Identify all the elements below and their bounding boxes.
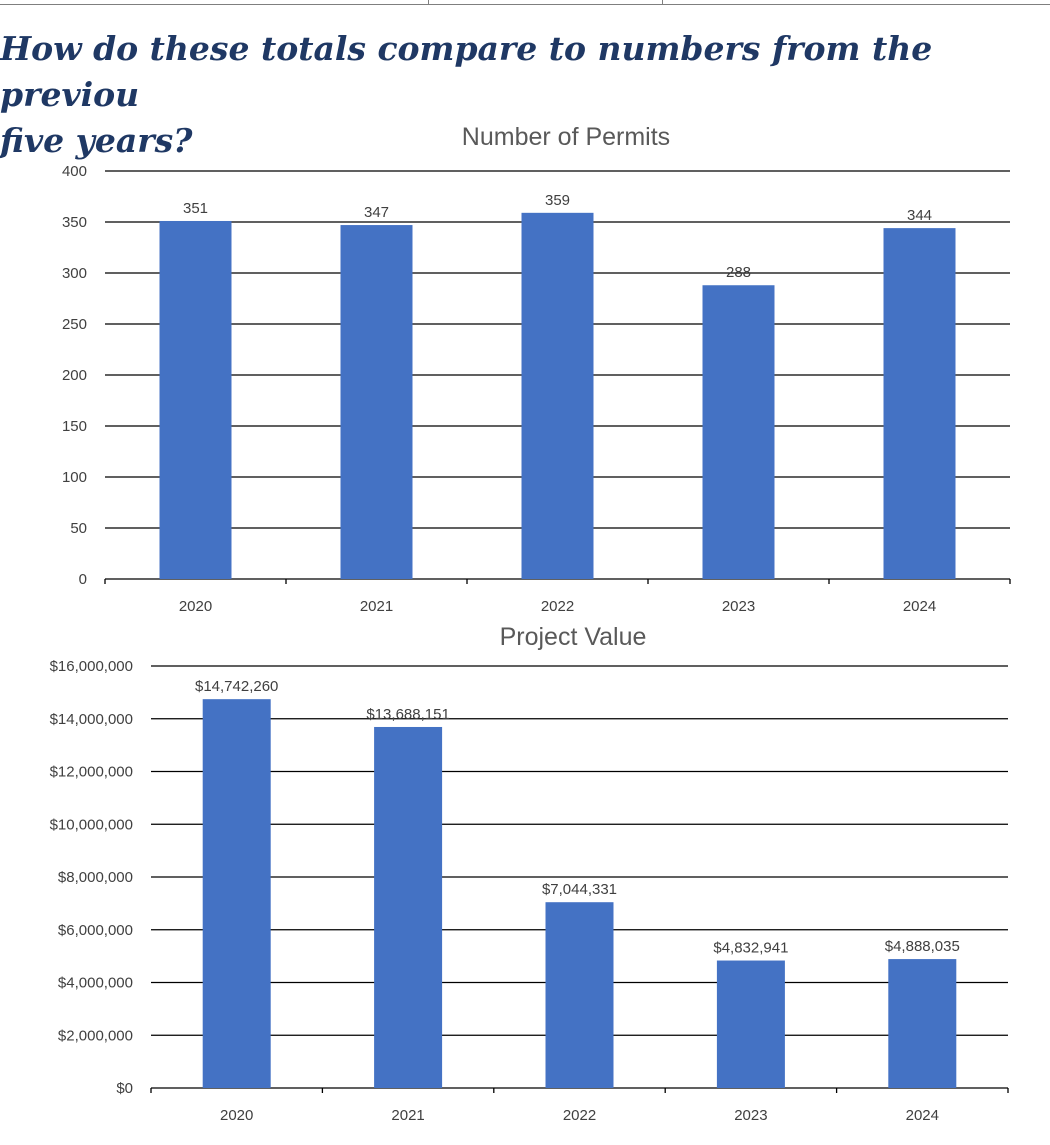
x-tick-label: 2022 xyxy=(563,1107,596,1124)
y-tick-label: 300 xyxy=(62,265,87,282)
x-tick-label: 2024 xyxy=(903,598,936,615)
y-tick-label: $2,000,000 xyxy=(58,1027,133,1044)
bar-2023 xyxy=(702,285,775,579)
y-tick-label: $4,000,000 xyxy=(58,975,133,992)
y-tick-label: $10,000,000 xyxy=(50,816,133,833)
y-tick-label: $14,000,000 xyxy=(50,711,133,728)
bar-2024 xyxy=(883,228,956,579)
data-label: $4,832,941 xyxy=(713,940,788,957)
y-tick-label: $16,000,000 xyxy=(50,658,133,675)
x-tick-label: 2024 xyxy=(906,1107,939,1124)
table-bottom-edge xyxy=(0,0,1050,6)
y-tick-label: 0 xyxy=(79,571,87,588)
y-tick-label: 250 xyxy=(62,316,87,333)
bar-2020 xyxy=(202,699,271,1088)
chart-title: Project Value xyxy=(500,623,647,651)
x-tick-label: 2022 xyxy=(541,598,574,615)
data-label: 359 xyxy=(545,192,570,209)
y-tick-label: $6,000,000 xyxy=(58,922,133,939)
bar-2024 xyxy=(888,959,957,1088)
x-tick-label: 2023 xyxy=(734,1107,767,1124)
permits-bar-chart: Number of Permits 0 50 100 150 200 250 300 350 40… xyxy=(62,123,1011,615)
data-label: $13,688,151 xyxy=(366,706,449,723)
bar-2021 xyxy=(374,726,443,1088)
x-tick-label: 2020 xyxy=(220,1107,253,1124)
data-label: $4,888,035 xyxy=(885,938,960,955)
data-label: 351 xyxy=(183,200,208,217)
table-border-line xyxy=(0,4,1050,5)
data-label: $7,044,331 xyxy=(542,881,617,898)
bar-2020 xyxy=(159,220,232,579)
chart-title: Number of Permits xyxy=(462,123,670,151)
x-tick-label: 2020 xyxy=(179,598,212,615)
bar-2023 xyxy=(716,960,785,1088)
section-heading: How do these totals compare to numbers f… xyxy=(0,26,1050,164)
y-tick-label: $12,000,000 xyxy=(50,764,133,781)
table-cell-divider xyxy=(428,0,429,5)
data-label: 288 xyxy=(726,264,751,281)
y-tick-label: 200 xyxy=(62,367,87,384)
y-tick-label: $0 xyxy=(116,1080,133,1097)
bar-2022 xyxy=(521,212,594,579)
x-tick-label: 2023 xyxy=(722,598,755,615)
y-tick-label: 150 xyxy=(62,418,87,435)
y-tick-label: 350 xyxy=(62,214,87,231)
y-tick-label: 400 xyxy=(62,163,87,180)
table-cell-divider xyxy=(662,0,663,5)
y-tick-label: 100 xyxy=(62,469,87,486)
bar-2021 xyxy=(340,225,413,579)
y-tick-label: $8,000,000 xyxy=(58,869,133,886)
x-tick-label: 2021 xyxy=(360,598,393,615)
data-label: $14,742,260 xyxy=(195,678,278,695)
x-tick-label: 2021 xyxy=(391,1107,424,1124)
data-label: 344 xyxy=(907,207,932,224)
bar-2022 xyxy=(545,902,614,1088)
heading-line-2: five years? xyxy=(0,121,193,160)
project-value-bar-chart: Project Value $0 $2,000,000 $4,000,000 $6,00… xyxy=(50,623,1009,1124)
data-label: 347 xyxy=(364,204,389,221)
y-tick-label: 50 xyxy=(70,520,87,537)
heading-line-1: How do these totals compare to numbers f… xyxy=(0,29,933,114)
